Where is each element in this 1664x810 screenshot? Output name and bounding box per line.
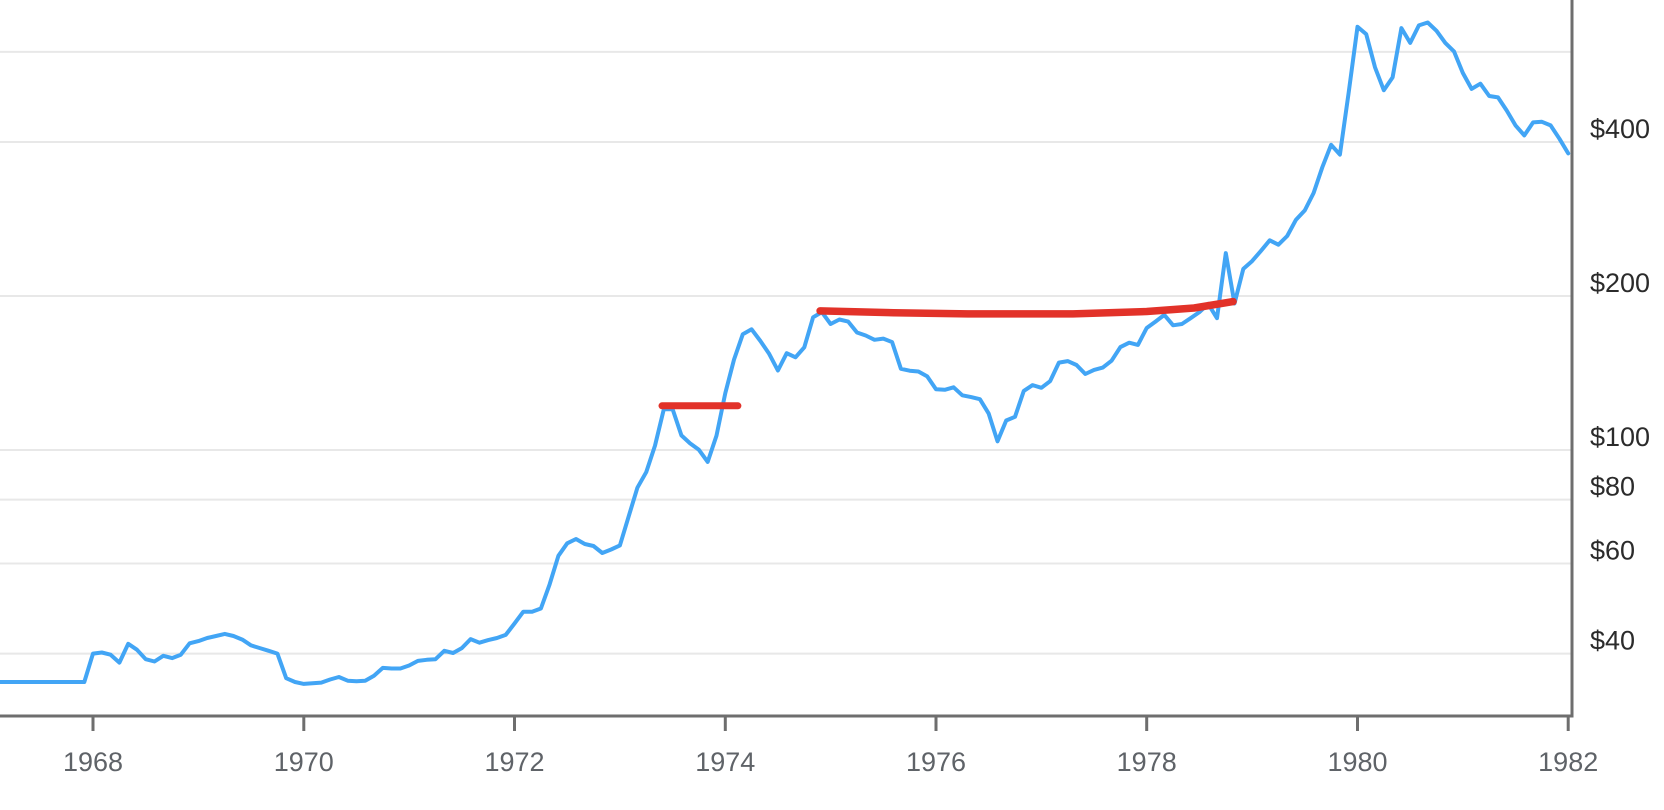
x-axis-label-1970: 1970 — [274, 747, 334, 777]
x-axis-label-1980: 1980 — [1327, 747, 1387, 777]
y-axis-label-40: $40 — [1590, 626, 1635, 656]
y-axis-label-200: $200 — [1590, 268, 1650, 298]
x-axis-label-1974: 1974 — [695, 747, 755, 777]
x-axis-label-1972: 1972 — [484, 747, 544, 777]
x-axis-label-1968: 1968 — [63, 747, 123, 777]
x-axis-label-1982: 1982 — [1538, 747, 1598, 777]
x-axis-label-1976: 1976 — [906, 747, 966, 777]
price-line-series — [0, 20, 1571, 686]
y-axis-label-100: $100 — [1590, 422, 1650, 452]
y-axis-label-60: $60 — [1590, 536, 1635, 566]
y-axis-label-400: $400 — [1590, 114, 1650, 144]
x-axis-label-1978: 1978 — [1117, 747, 1177, 777]
y-axis-label-80: $80 — [1590, 472, 1635, 502]
resistance-level-1975-1978-annotation — [816, 297, 1237, 318]
